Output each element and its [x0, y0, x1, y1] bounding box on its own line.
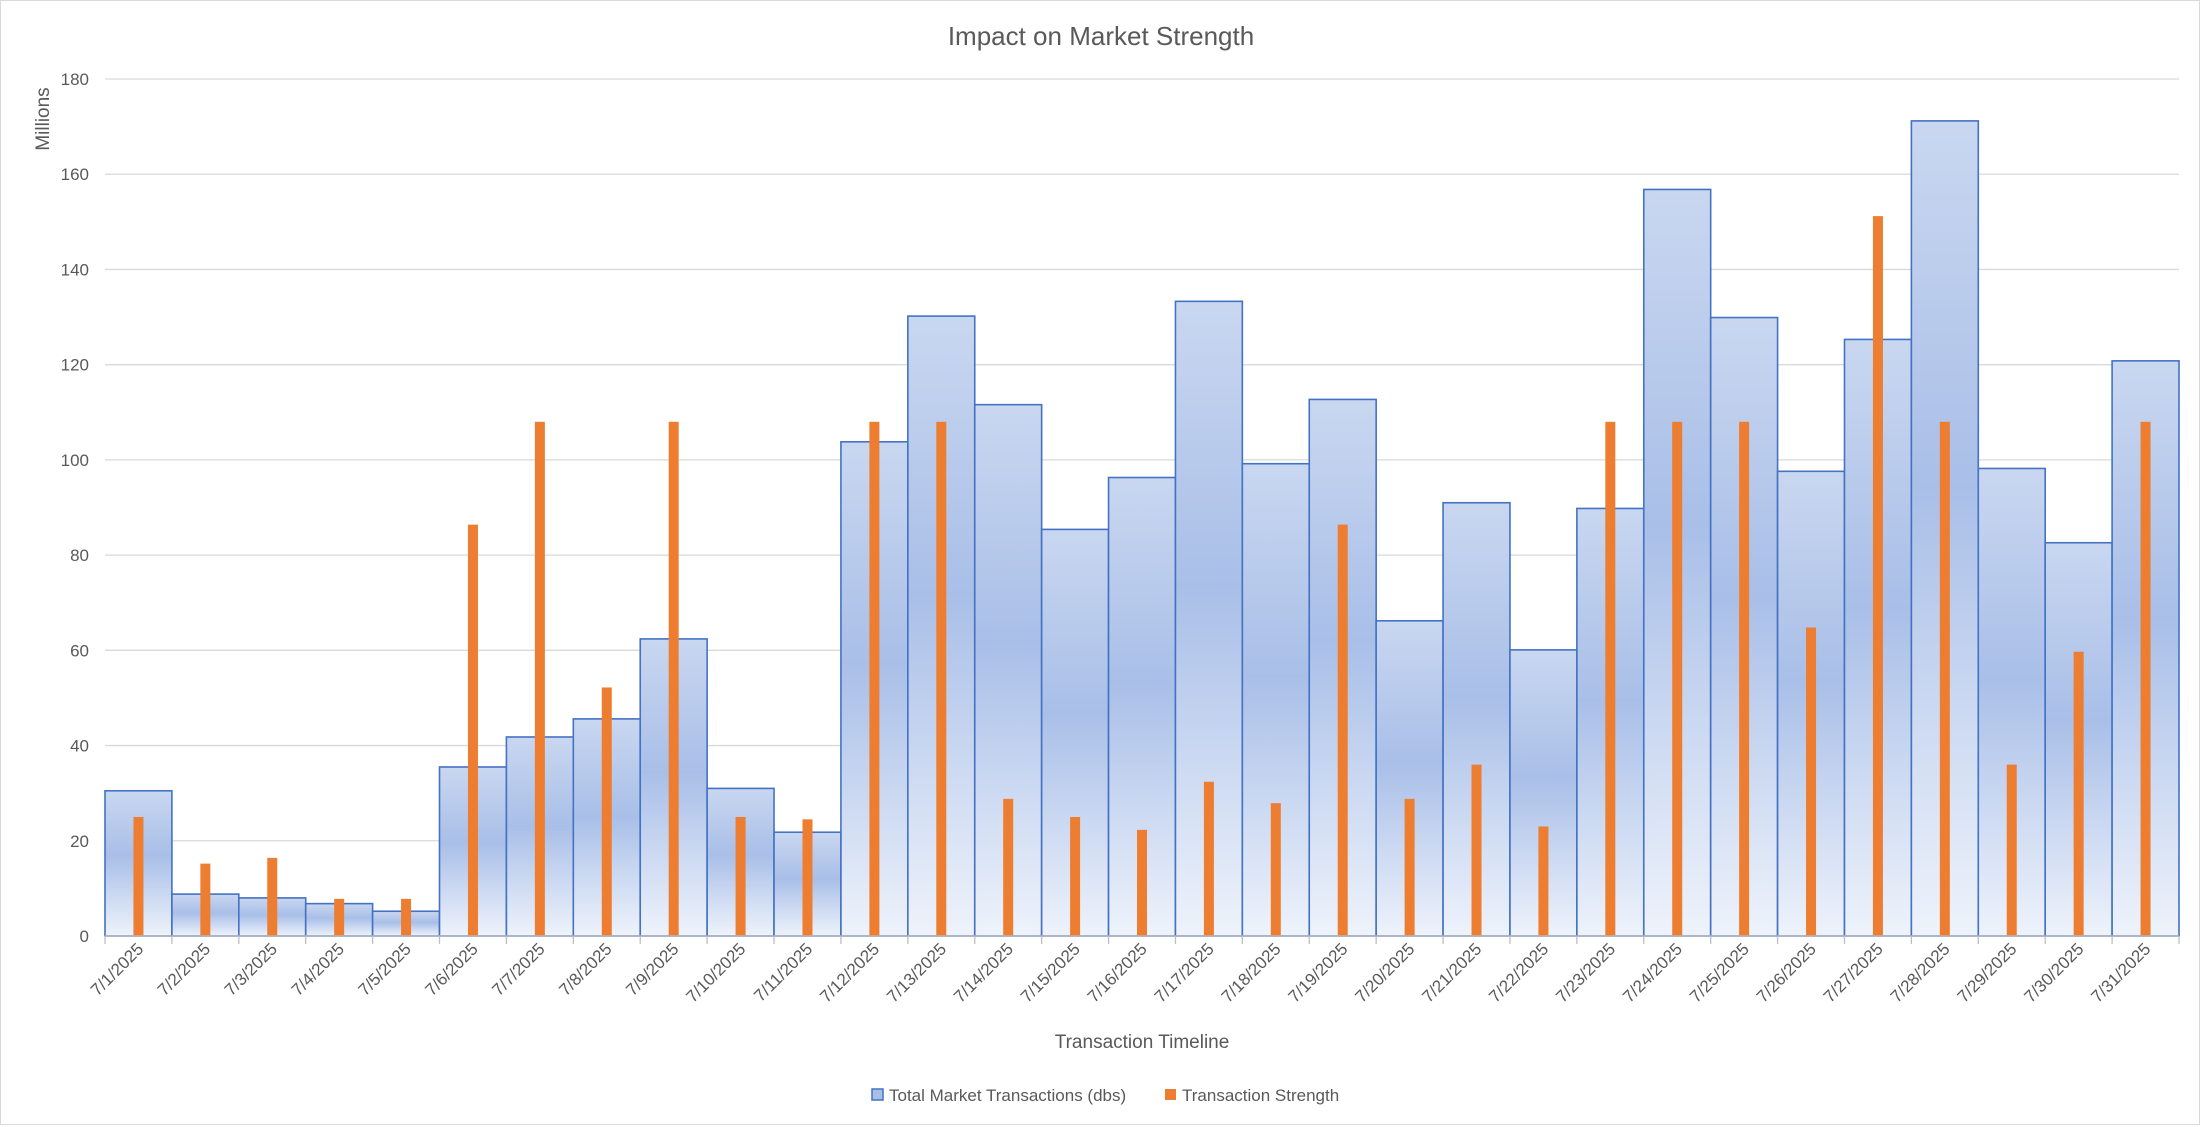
bar-transaction-strength [267, 857, 278, 936]
x-tick-label: 7/10/2025 [682, 939, 749, 1006]
series-total-market-transactions [104, 120, 2180, 937]
x-tick-label: 7/18/2025 [1218, 939, 1285, 1006]
x-tick-label: 7/26/2025 [1753, 939, 1820, 1006]
bar-transaction-strength [1739, 421, 1750, 936]
y-tick-label: 0 [80, 927, 89, 946]
x-tick-label: 7/17/2025 [1151, 939, 1218, 1006]
bar-transaction-strength [735, 816, 746, 936]
x-tick-label: 7/5/2025 [355, 939, 415, 999]
x-tick-label: 7/29/2025 [1954, 939, 2021, 1006]
bar-transaction-strength [1270, 803, 1281, 936]
y-tick-label: 20 [70, 832, 89, 851]
bar-transaction-strength [936, 421, 947, 936]
bar-transaction-strength [334, 898, 345, 936]
y-axis-ticks: 0 20 40 60 80 100 120 140 160 180 [61, 70, 89, 946]
bar-total-market-transactions [1509, 649, 1578, 937]
legend-swatch-transaction-strength [1165, 1089, 1176, 1100]
x-tick-label: 7/27/2025 [1820, 939, 1887, 1006]
x-tick-label: 7/7/2025 [488, 939, 548, 999]
bar-transaction-strength [1203, 781, 1214, 936]
bar-transaction-strength [1605, 421, 1616, 936]
bar-transaction-strength [467, 524, 478, 936]
bar-transaction-strength [2073, 651, 2084, 936]
bar-transaction-strength [2140, 421, 2151, 936]
series-transaction-strength [133, 216, 2151, 936]
x-tick-label: 7/28/2025 [1887, 939, 1954, 1006]
bar-transaction-strength [869, 421, 880, 936]
x-tick-label: 7/19/2025 [1285, 939, 1352, 1006]
legend: Total Market Transactions (dbs) Transact… [871, 1086, 1339, 1105]
y-tick-label: 60 [70, 641, 89, 660]
y-tick-label: 180 [61, 70, 89, 89]
y-tick-label: 40 [70, 737, 89, 756]
x-tick-label: 7/11/2025 [750, 939, 816, 1005]
bar-transaction-strength [2006, 764, 2017, 936]
x-tick-label: 7/9/2025 [622, 939, 682, 999]
y-tick-label: 140 [61, 260, 89, 279]
x-tick-label: 7/2/2025 [154, 939, 214, 999]
x-tick-label: 7/23/2025 [1552, 939, 1619, 1006]
x-tick-label: 7/1/2025 [87, 939, 147, 999]
y-tick-label: 100 [61, 451, 89, 470]
x-tick-label: 7/16/2025 [1084, 939, 1151, 1006]
legend-swatch-total-market-transactions [871, 1088, 884, 1101]
x-axis-title: Transaction Timeline [1055, 1032, 1230, 1053]
bar-transaction-strength [1070, 816, 1081, 936]
bar-transaction-strength [1872, 216, 1883, 936]
x-tick-label: 7/31/2025 [2087, 939, 2154, 1006]
y-axis-title: Millions [33, 87, 54, 150]
bar-transaction-strength [133, 816, 144, 936]
y-tick-label: 80 [70, 546, 89, 565]
bar-transaction-strength [200, 863, 211, 936]
bar-transaction-strength [1337, 524, 1348, 936]
x-tick-label: 7/20/2025 [1352, 939, 1419, 1006]
bar-transaction-strength [534, 421, 545, 936]
bar-transaction-strength [1806, 627, 1817, 936]
x-tick-label: 7/8/2025 [555, 939, 615, 999]
bar-transaction-strength [401, 898, 412, 936]
legend-label-total-market-transactions: Total Market Transactions (dbs) [889, 1086, 1126, 1105]
bar-transaction-strength [1939, 421, 1950, 936]
x-tick-label: 7/25/2025 [1686, 939, 1753, 1006]
x-tick-label: 7/30/2025 [2021, 939, 2088, 1006]
x-tick-label: 7/21/2025 [1418, 939, 1485, 1006]
x-tick-label: 7/4/2025 [288, 939, 348, 999]
x-tick-label: 7/22/2025 [1485, 939, 1552, 1006]
bar-transaction-strength [1003, 798, 1014, 936]
bar-transaction-strength [668, 421, 679, 936]
x-tick-label: 7/3/2025 [221, 939, 281, 999]
x-axis-ticks: 7/1/2025 7/2/2025 7/3/2025 7/4/2025 7/5/2025… [87, 936, 2180, 1006]
bar-transaction-strength [1471, 764, 1482, 936]
x-tick-label: 7/15/2025 [1017, 939, 1084, 1006]
bar-transaction-strength [1672, 421, 1683, 936]
x-tick-label: 7/24/2025 [1619, 939, 1686, 1006]
x-tick-label: 7/6/2025 [422, 939, 482, 999]
bar-transaction-strength [1404, 798, 1415, 936]
y-tick-label: 120 [61, 356, 89, 375]
x-tick-label: 7/13/2025 [883, 939, 950, 1006]
x-tick-label: 7/12/2025 [816, 939, 883, 1006]
bar-transaction-strength [1538, 826, 1549, 936]
chart-title: Impact on Market Strength [948, 21, 1254, 51]
bar-transaction-strength [1137, 829, 1147, 936]
legend-label-transaction-strength: Transaction Strength [1182, 1086, 1339, 1105]
y-tick-label: 160 [61, 165, 89, 184]
gridlines [105, 78, 2179, 842]
x-tick-label: 7/14/2025 [950, 939, 1017, 1006]
bar-transaction-strength [601, 687, 612, 936]
bar-transaction-strength [802, 819, 813, 936]
